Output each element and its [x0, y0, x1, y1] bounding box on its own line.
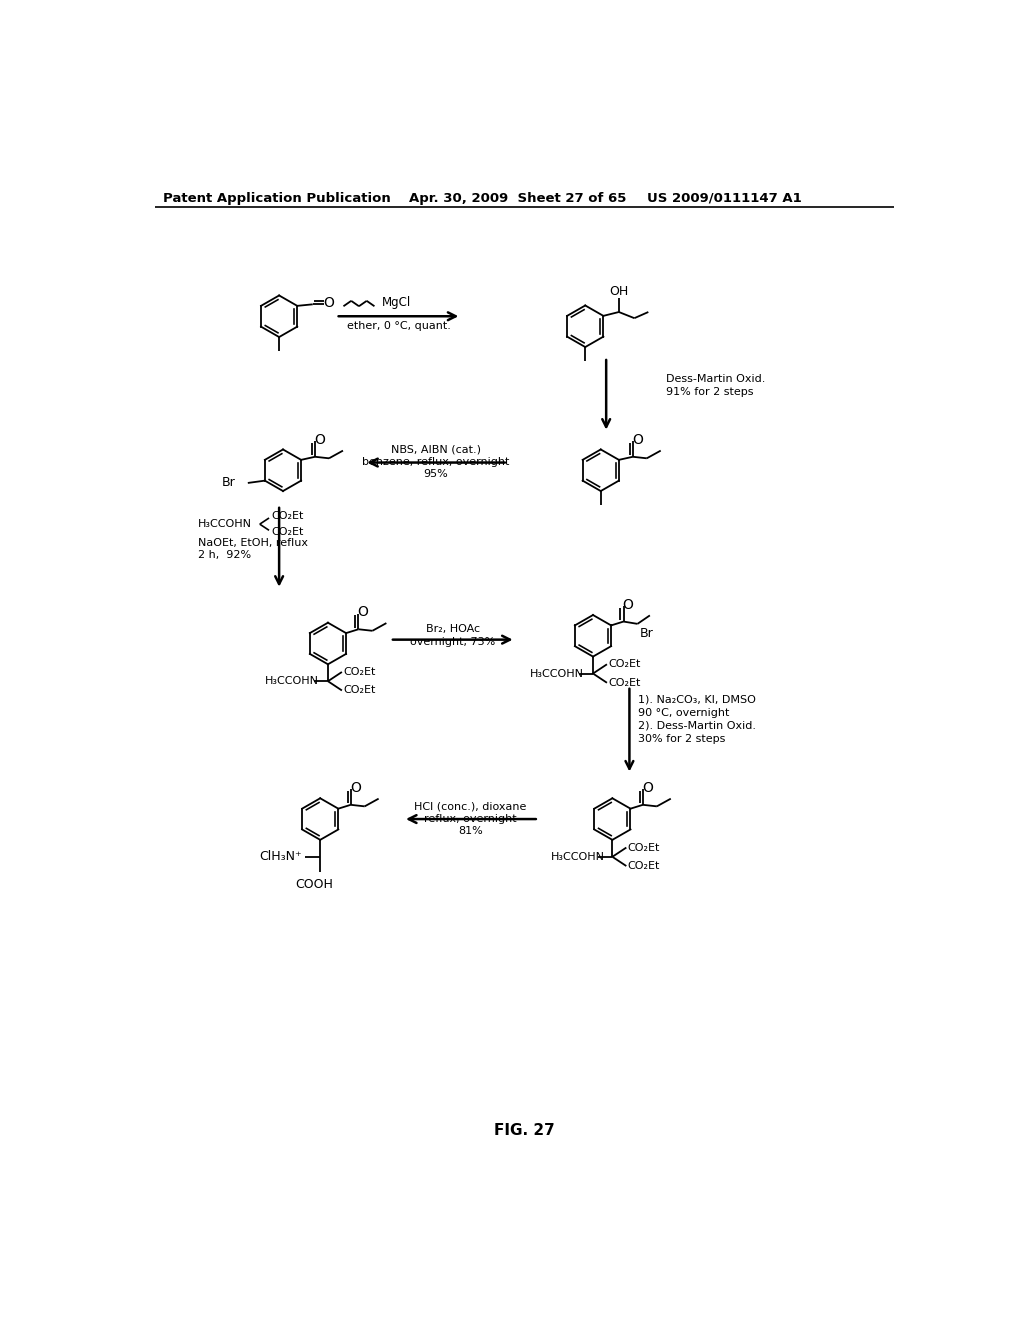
Text: NaOEt, EtOH, reflux: NaOEt, EtOH, reflux	[198, 539, 308, 548]
Text: CO₂Et: CO₂Et	[271, 527, 304, 537]
Text: Apr. 30, 2009  Sheet 27 of 65: Apr. 30, 2009 Sheet 27 of 65	[409, 191, 626, 205]
Text: HCl (conc.), dioxane: HCl (conc.), dioxane	[415, 801, 526, 812]
Text: Patent Application Publication: Patent Application Publication	[163, 191, 390, 205]
Text: ether, 0 °C, quant.: ether, 0 °C, quant.	[346, 321, 451, 331]
Text: O: O	[314, 433, 326, 447]
Text: overnight, 73%: overnight, 73%	[410, 638, 496, 647]
Text: CO₂Et: CO₂Et	[343, 685, 376, 696]
Text: 81%: 81%	[458, 826, 483, 837]
Text: Br: Br	[640, 627, 653, 640]
Text: O: O	[357, 606, 369, 619]
Text: OH: OH	[609, 285, 629, 298]
Text: COOH: COOH	[295, 878, 333, 891]
Text: reflux, overnight: reflux, overnight	[424, 814, 517, 824]
Text: CO₂Et: CO₂Et	[271, 511, 304, 521]
Text: CO₂Et: CO₂Et	[608, 677, 641, 688]
Text: H₃CCOHN: H₃CCOHN	[529, 668, 584, 678]
Text: MgCl: MgCl	[381, 296, 411, 309]
Text: ClH₃N⁺: ClH₃N⁺	[260, 850, 302, 863]
Text: O: O	[632, 433, 643, 447]
Text: CO₂Et: CO₂Et	[608, 659, 641, 669]
Text: 90 °C, overnight: 90 °C, overnight	[638, 708, 729, 718]
Text: O: O	[623, 598, 634, 611]
Text: H₃CCOHN: H₃CCOHN	[264, 676, 318, 686]
Text: Br₂, HOAc: Br₂, HOAc	[426, 624, 480, 634]
Text: NBS, AIBN (cat.): NBS, AIBN (cat.)	[391, 445, 480, 454]
Text: Br: Br	[221, 477, 236, 490]
Text: O: O	[642, 781, 653, 795]
Text: O: O	[323, 296, 334, 310]
Text: 95%: 95%	[423, 469, 449, 479]
Text: Dess-Martin Oxid.: Dess-Martin Oxid.	[666, 374, 765, 384]
Text: 30% for 2 steps: 30% for 2 steps	[638, 734, 725, 744]
Text: CO₂Et: CO₂Et	[628, 842, 660, 853]
Text: 91% for 2 steps: 91% for 2 steps	[666, 387, 754, 397]
Text: 1). Na₂CO₃, KI, DMSO: 1). Na₂CO₃, KI, DMSO	[638, 694, 756, 705]
Text: benzene, reflux, overnight: benzene, reflux, overnight	[362, 457, 509, 467]
Text: FIG. 27: FIG. 27	[495, 1122, 555, 1138]
Text: 2 h,  92%: 2 h, 92%	[198, 550, 251, 560]
Text: US 2009/0111147 A1: US 2009/0111147 A1	[647, 191, 802, 205]
Text: CO₂Et: CO₂Et	[628, 861, 660, 871]
Text: 2). Dess-Martin Oxid.: 2). Dess-Martin Oxid.	[638, 721, 756, 731]
Text: H₃CCOHN: H₃CCOHN	[550, 851, 604, 862]
Text: H₃CCOHN: H₃CCOHN	[198, 519, 252, 529]
Text: O: O	[350, 781, 360, 795]
Text: CO₂Et: CO₂Et	[343, 667, 376, 677]
